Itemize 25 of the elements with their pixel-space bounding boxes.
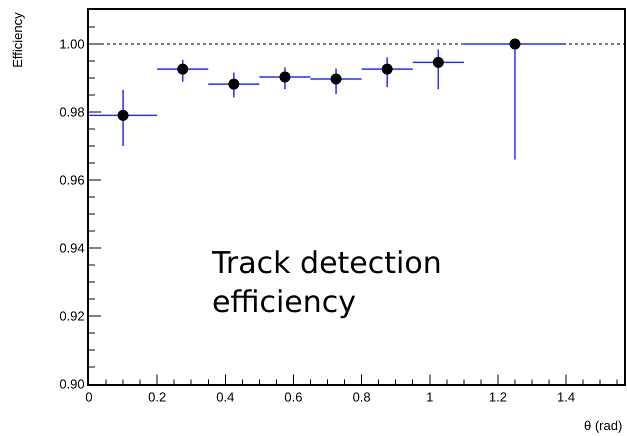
y-tick-label: 0.98 bbox=[59, 104, 85, 120]
x-tick-label: 0.2 bbox=[148, 389, 166, 404]
point bbox=[432, 56, 444, 68]
x-tick-label: 0 bbox=[85, 389, 93, 404]
y-tick-label: 0.90 bbox=[59, 376, 85, 392]
x-tick-label: 0.4 bbox=[216, 389, 234, 404]
x-tick-label: 1.2 bbox=[488, 389, 507, 404]
y-axis-title: Efficiency bbox=[10, 12, 25, 68]
y-tick-label: 0.94 bbox=[59, 240, 85, 256]
x-axis-title: θ (rad) bbox=[584, 418, 622, 433]
y-tick-label: 0.92 bbox=[59, 308, 85, 324]
point bbox=[509, 38, 520, 50]
x-tick-label: 0.6 bbox=[284, 389, 302, 404]
y-tick-label: 0.96 bbox=[59, 172, 85, 188]
point bbox=[118, 110, 129, 121]
annotation: Track detection efficiency bbox=[211, 246, 442, 320]
point bbox=[279, 71, 290, 82]
x-tick-label: 0.8 bbox=[352, 389, 371, 404]
point bbox=[228, 78, 240, 90]
point bbox=[177, 64, 188, 75]
x-tick-label: 1.4 bbox=[557, 389, 576, 404]
point bbox=[382, 64, 393, 75]
point bbox=[330, 74, 342, 85]
y-tick-label: 1.00 bbox=[59, 36, 85, 52]
x-tick-label: 1 bbox=[426, 389, 434, 404]
